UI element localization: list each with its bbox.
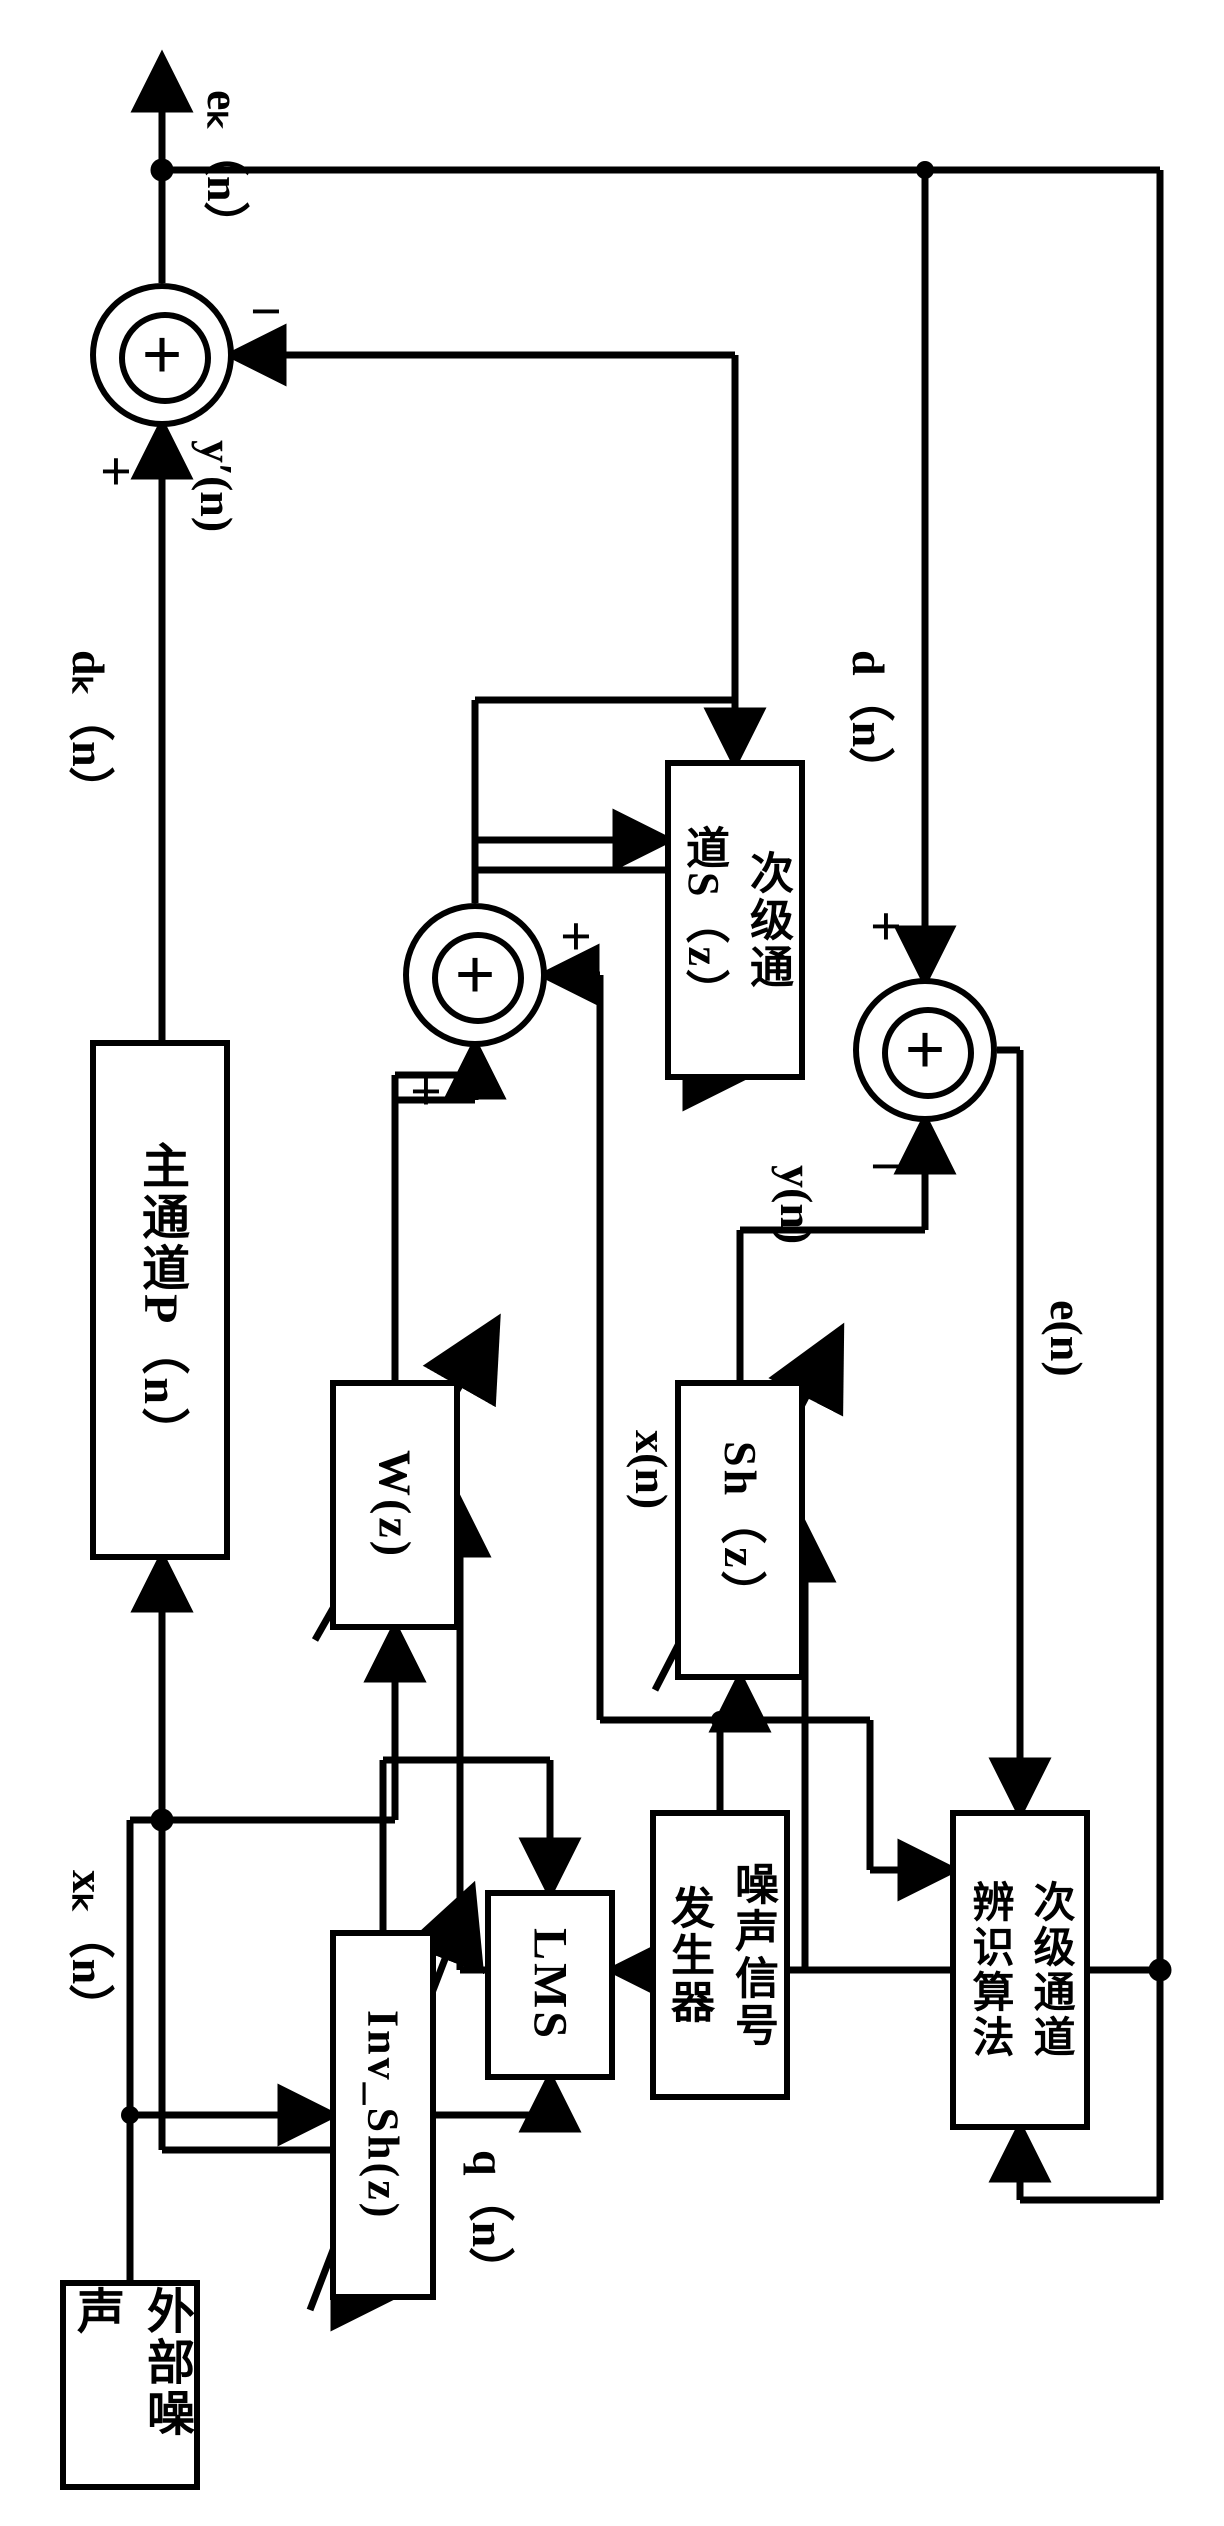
yprime-label: y′(n) xyxy=(190,440,243,532)
sh-label: Sh（z） xyxy=(707,1441,773,1620)
external-noise-label: 外部噪声 xyxy=(60,2286,200,2484)
noise-generator-block: 噪声信号 发生器 xyxy=(650,1810,790,2100)
q-label: q（n） xyxy=(455,2150,521,2293)
plus-icon: + xyxy=(141,314,182,397)
y-label: y(n) xyxy=(770,1165,823,1244)
external-noise-block: 外部噪声 xyxy=(60,2280,200,2490)
top-error-plus-sign: + xyxy=(100,440,132,504)
d-label: d（n） xyxy=(835,650,901,793)
wz-block: W(z) xyxy=(330,1380,460,1630)
x-label: x(n) xyxy=(625,1430,678,1509)
dk-label: dₖ（n） xyxy=(55,650,121,813)
secondary-channel-label: 次级通 道S（z） xyxy=(671,825,799,1016)
xk-label: xₖ（n） xyxy=(55,1870,121,2030)
inv-sh-block: Inv_Sh(z) xyxy=(330,1930,436,2300)
secondary-channel-block: 次级通 道S（z） xyxy=(665,760,805,1080)
wz-label: W(z) xyxy=(369,1450,422,1559)
lms-block: LMS xyxy=(485,1890,615,2080)
main-channel-block: 主通道P（n） xyxy=(90,1040,230,1560)
lms-label: LMS xyxy=(523,1928,578,2041)
e-summer: + xyxy=(853,978,997,1122)
sec-ident-algo-label: 次级通道 辨识算法 xyxy=(959,1880,1081,2060)
e-label: e(n) xyxy=(1040,1300,1093,1377)
ek-label: eₖ（n） xyxy=(190,90,256,248)
main-channel-label: 主通道P（n） xyxy=(125,1141,195,1458)
plus-icon: + xyxy=(454,934,495,1017)
plus-icon: + xyxy=(904,1009,945,1092)
sec-ident-algo-block: 次级通道 辨识算法 xyxy=(950,1810,1090,2130)
inv-sh-label: Inv_Sh(z) xyxy=(358,2010,409,2220)
sh-block: Sh（z） xyxy=(675,1380,805,1680)
after-w-summer: + xyxy=(403,903,547,1047)
e-sum-minus-bottom: − xyxy=(870,1135,902,1199)
top-error-summer: + xyxy=(90,283,234,427)
noise-generator-label: 噪声信号 发生器 xyxy=(656,1861,784,2049)
after-w-plus-bottom: + xyxy=(410,1060,442,1124)
after-w-plus-right: + xyxy=(560,905,592,969)
e-sum-plus-top: + xyxy=(870,895,902,959)
top-error-minus-sign: − xyxy=(250,280,282,344)
